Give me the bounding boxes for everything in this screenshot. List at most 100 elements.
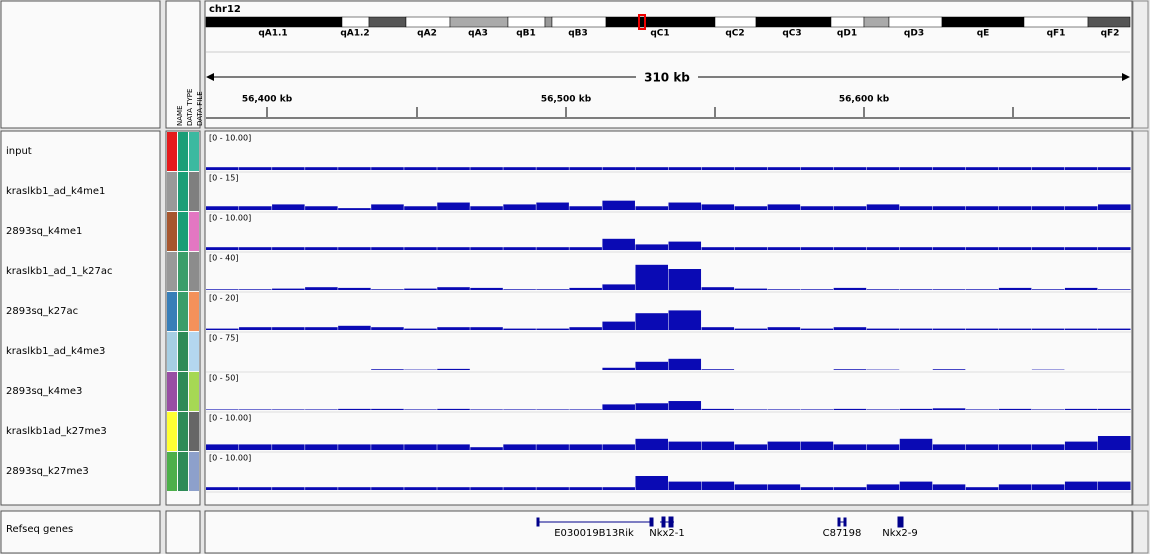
signal-bar [536,167,569,170]
signal-bar [767,409,801,410]
signal-bar [866,167,900,170]
signal-bar [239,444,272,450]
ideogram-band [205,16,343,28]
track-name[interactable]: kraslkb1_ad_1_k27ac [6,266,113,277]
signal-bar [1031,444,1065,450]
signal-bar [635,361,668,370]
signal-bar [635,244,668,250]
signal-bar [602,367,635,370]
signal-bar [470,167,503,170]
signal-bar [470,447,503,450]
range-label: [0 - 40] [209,254,238,263]
signal-bar [338,444,371,450]
scrollbar[interactable] [1132,510,1149,554]
signal-bar [668,441,702,450]
attribute-header-label[interactable]: DATA TYPE [186,89,194,126]
signal-bar [206,444,239,450]
signal-bar [1064,247,1098,250]
current-region [638,14,646,30]
range-label: [0 - 10.00] [209,214,251,223]
band-label: qC1 [650,29,669,39]
signal-bar [998,167,1032,170]
attribute-cell [189,452,199,491]
signal-bar [635,264,668,290]
signal-bar [800,441,834,450]
signal-bar [602,284,635,290]
signal-bar [305,487,338,490]
signal-bar [437,202,470,210]
signal-bar [437,287,470,290]
signal-bar [206,289,239,290]
signal-bar [1064,206,1098,210]
signal-bar [272,487,305,490]
track-name[interactable]: 2893sq_k27me3 [6,466,89,477]
signal-bar [602,238,635,250]
band-label: qA1.2 [340,29,369,39]
signal-bar [305,206,338,210]
scrollbar[interactable] [1132,130,1149,506]
ideogram-band [714,16,757,28]
ideogram-band [368,16,407,28]
ideogram-band [544,16,553,28]
span-bg [636,70,698,84]
signal-bar [569,444,602,450]
signal-bar [866,247,900,250]
signal-bar [932,247,966,250]
signal-bar [1031,167,1065,170]
track-name[interactable]: 2893sq_k27ac [6,306,78,317]
signal-bar [569,409,602,410]
track-name[interactable]: kraslkb1ad_k27me3 [6,426,107,437]
track-name[interactable]: Refseq genes [6,524,73,535]
scrollbar[interactable] [1132,0,1149,129]
track-name[interactable]: input [6,146,32,157]
signal-bar [998,247,1032,250]
signal-bar [833,408,867,410]
track-name[interactable]: kraslkb1_ad_k4me3 [6,346,105,357]
signal-bar [734,206,768,210]
track-name[interactable]: kraslkb1_ad_k4me1 [6,186,105,197]
signal-bar [635,476,668,490]
signal-bar [833,369,867,370]
signal-bar [668,481,702,490]
attribute-cell [167,412,177,451]
signal-bar [701,327,735,330]
ideogram-band [449,16,509,28]
attribute-header [165,0,201,129]
band-label: qD1 [837,29,857,39]
signal-bar [338,247,371,250]
signal-bar [569,167,602,170]
signal-bar [965,487,999,490]
attribute-header-label[interactable]: DATA FILE [196,91,204,126]
signal-bar [305,167,338,170]
track-name[interactable]: 2893sq_k4me3 [6,386,82,397]
ideogram-band [755,16,832,28]
gene-label: Nkx2-9 [882,528,918,539]
band-label: qB3 [568,29,588,39]
signal-bar [239,289,272,290]
signal-bar [668,241,702,250]
signal-bar [800,167,834,170]
signal-bar [965,289,999,290]
signal-bar [602,487,635,490]
gene-models [536,516,904,528]
signal-bar [932,369,966,370]
signal-bar [272,167,305,170]
signal-bar [503,289,536,290]
attribute-header-label[interactable]: NAME [176,106,184,127]
attribute-cell [189,132,199,171]
signal-bar [437,167,470,170]
signal-bar [272,247,305,250]
signal-bar [734,328,768,330]
signal-bar [767,167,801,170]
signal-bar [503,247,536,250]
track-name[interactable]: 2893sq_k4me1 [6,226,82,237]
signal-bar [734,409,768,410]
ruler-ticks [266,107,1014,117]
attribute-cell [178,172,188,211]
signal-bar [800,247,834,250]
attribute-cell [189,372,199,411]
signal-bar [206,409,239,410]
signal-bar [1097,328,1131,330]
signal-bar [1031,289,1065,290]
signal-bar [866,409,900,410]
